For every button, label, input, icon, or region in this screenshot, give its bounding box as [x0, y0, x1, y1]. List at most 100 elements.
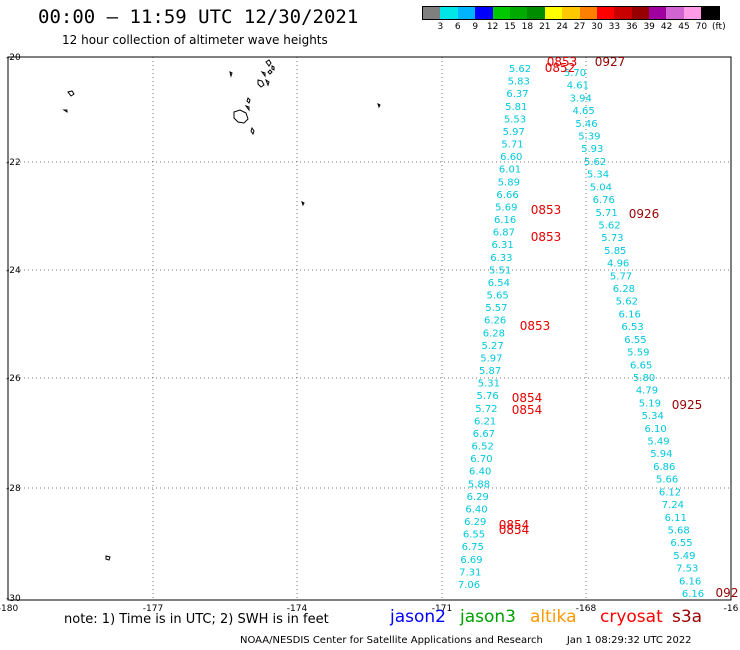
island-outline — [271, 65, 275, 71]
generated-timestamp: Jan 1 08:29:32 UTC 2022 — [566, 635, 692, 646]
colorbar-tick-label: 15 — [504, 22, 516, 32]
x-tick-label: -174 — [287, 604, 308, 614]
page-title: 00:00 – 11:59 UTC 12/30/2021 — [38, 6, 359, 28]
wave-height-label: 5.62 — [616, 297, 638, 308]
colorbar-swatch — [492, 7, 510, 19]
y-tick-label: -28 — [6, 484, 21, 494]
colorbar-swatch — [631, 7, 650, 19]
wave-height-label: 6.16 — [619, 309, 641, 320]
colorbar-tick-label: 33 — [608, 22, 621, 32]
colorbar-swatch — [666, 7, 684, 19]
colorbar-tick-label: 9 — [472, 22, 479, 32]
colorbar-tick-label: 45 — [678, 22, 690, 32]
wave-height-label: 5.97 — [480, 353, 502, 364]
island-outline — [246, 97, 251, 104]
wave-height-label: 6.60 — [500, 152, 522, 163]
altimeter-track-b: 5.704.613.944.655.465.395.935.625.345.04… — [564, 68, 704, 600]
wave-height-label: 5.57 — [485, 303, 507, 314]
y-tick-label: -20 — [6, 53, 21, 63]
wave-height-label: 5.51 — [489, 265, 511, 276]
footnote: note: 1) Time is in UTC; 2) SWH is in fe… — [64, 612, 329, 627]
wave-height-label: 6.40 — [465, 504, 487, 515]
colorbar-tick-label: 70 — [695, 22, 708, 32]
island-outline — [229, 71, 233, 78]
wave-height-label: 6.10 — [644, 424, 666, 435]
colorbar-tick-label: 18 — [521, 22, 534, 32]
pass-time-label: 0854 — [499, 523, 530, 537]
colorbar-tick-label: 30 — [591, 22, 603, 32]
wave-height-label: 5.77 — [610, 271, 632, 282]
wave-height-label: 6.52 — [472, 442, 494, 453]
wave-height-label: 7.53 — [676, 564, 698, 575]
pass-time-label: 0854 — [512, 403, 543, 417]
pass-time-label: 0852 — [545, 61, 576, 75]
wave-height-label: 6.26 — [484, 316, 506, 327]
wave-height-label: 6.76 — [593, 195, 615, 206]
pass-time-label: 0854 — [512, 391, 543, 405]
wave-height-label: 6.70 — [470, 454, 492, 465]
wave-height-label: 6.86 — [653, 462, 675, 473]
island-outline — [244, 105, 250, 112]
island-outline — [250, 126, 255, 136]
wave-height-label: 5.80 — [633, 373, 655, 384]
wave-height-label: 4.61 — [567, 81, 589, 92]
wave-height-label: 5.93 — [581, 144, 603, 155]
island-outline — [265, 59, 272, 67]
altimeter-track-a: 5.62 5.836.37 5.815.53 5.97 5.716.60 6.015.89… — [458, 64, 531, 591]
wave-height-label: 7.06 — [458, 580, 480, 591]
wave-height-label: 6.21 — [474, 416, 496, 427]
wave-height-label: 6.37 — [506, 89, 528, 100]
colorbar-swatch — [596, 7, 615, 19]
wave-height-label: 3.94 — [570, 93, 592, 104]
wave-height-label: 5.68 — [667, 525, 689, 536]
wave-height-label: 5.59 — [627, 348, 649, 359]
wave-height-label: 6.40 — [469, 467, 491, 478]
wave-height-label: 6.01 — [499, 165, 521, 176]
colorbar-tick-label: 3 — [437, 22, 444, 32]
wave-height-label: 7.24 — [662, 500, 684, 511]
colorbar-tick-label: 39 — [643, 22, 655, 32]
satellite-legend-jason2: jason2 — [390, 607, 446, 627]
wave-height-label: 4.79 — [636, 386, 658, 397]
colorbar-swatch — [683, 7, 702, 19]
colorbar-swatch — [562, 7, 580, 19]
y-tick-label: -26 — [6, 374, 21, 384]
pass-time-label: 0925 — [672, 398, 703, 412]
wave-height-label: 6.16 — [682, 589, 704, 600]
colorbar-swatch — [544, 7, 563, 19]
pass-time-label: 0853 — [531, 203, 562, 217]
wave-height-label: 5.81 — [505, 102, 527, 113]
wave-height-label: 5.31 — [478, 379, 500, 390]
colorbar-swatch — [509, 7, 528, 19]
wave-height-label: 5.71 — [596, 208, 618, 219]
pass-time-label: 0927 — [595, 55, 626, 69]
pass-time-label: 0853 — [520, 319, 551, 333]
island-outline — [62, 109, 68, 113]
colorbar-tick-label: 42 — [660, 22, 673, 32]
satellite-legend-cryosat: cryosat — [600, 607, 663, 627]
colorbar-tick-label: 36 — [626, 22, 638, 32]
page-subtitle: 12 hour collection of altimeter wave hei… — [62, 33, 328, 47]
colorbar-tick-label: 12 — [486, 22, 499, 32]
x-tick-label: -180 — [0, 604, 18, 614]
wave-height-label: 6.28 — [483, 328, 505, 339]
wave-height-label: 6.55 — [670, 538, 692, 549]
colorbar-tick-label: 6 — [454, 22, 461, 32]
agency-credit: NOAA/NESDIS Center for Satellite Applica… — [240, 635, 543, 646]
y-tick-label: -30 — [6, 594, 21, 604]
wave-height-label: 5.65 — [486, 291, 508, 302]
satellite-legend-altika: altika — [530, 607, 577, 627]
wave-height-label: 6.67 — [473, 429, 495, 440]
wave-height-colorbar — [422, 6, 720, 20]
wave-height-label: 5.87 — [479, 366, 501, 377]
time-labels: 0853085208530853085308540854085408540927… — [499, 55, 739, 600]
wave-height-label: 6.66 — [496, 190, 518, 201]
wave-height-label: 6.12 — [659, 487, 681, 498]
wave-height-label: 5.39 — [578, 132, 600, 143]
wave-height-label: 5.53 — [504, 114, 526, 125]
colorbar-unit: (ft) — [712, 22, 726, 32]
island-outline — [105, 555, 111, 561]
wave-height-label: 6.16 — [679, 576, 701, 587]
colorbar-swatch — [701, 7, 719, 19]
